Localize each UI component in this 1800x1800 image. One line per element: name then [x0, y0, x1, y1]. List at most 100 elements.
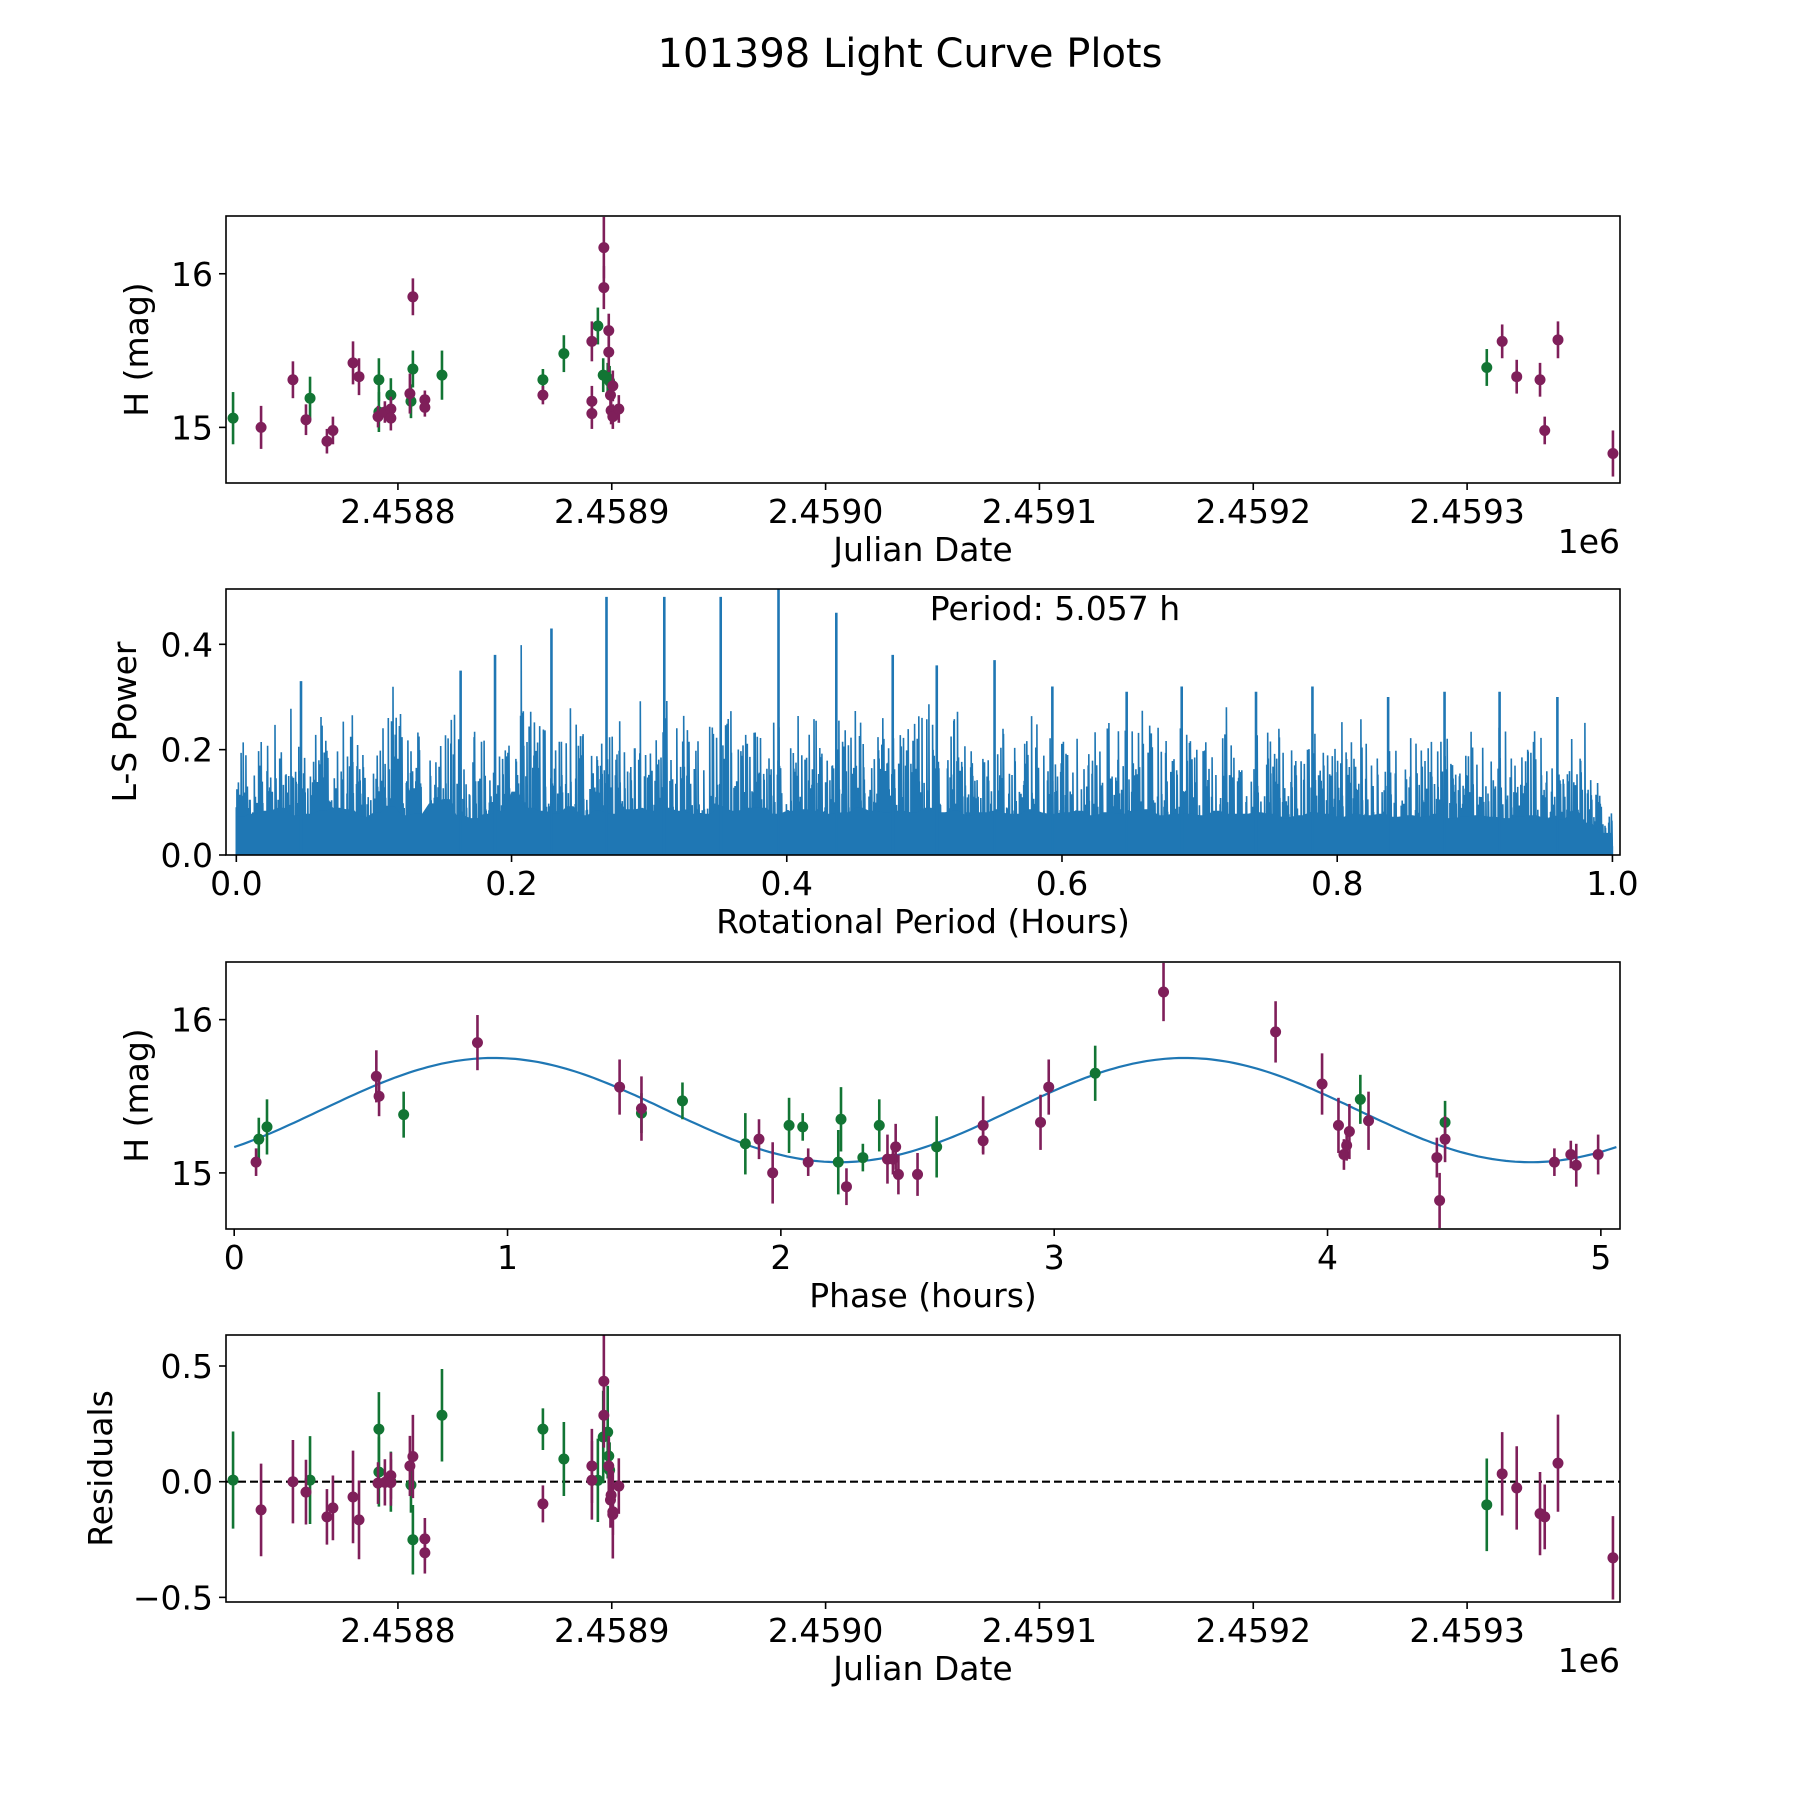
- light-curve-panel: 2.4588 2.4589 2.4590 2.4591 2.4592 2.4593 15 16…: [117, 215, 1621, 569]
- data-point: [586, 335, 598, 347]
- data-point: [1552, 1457, 1564, 1469]
- y-tick-label: 15: [171, 408, 213, 447]
- x-tick-label: 0.4: [761, 864, 813, 903]
- data-point: [783, 1119, 795, 1131]
- data-point: [1552, 334, 1564, 346]
- data-point: [614, 1081, 626, 1093]
- data-point: [471, 1037, 483, 1049]
- x-axis-label: Phase (hours): [809, 1276, 1037, 1315]
- x-tick-label: 2.4590: [768, 1611, 883, 1650]
- x-tick-label: 4: [1317, 1238, 1338, 1277]
- x-tick-label: 2.4593: [1409, 1611, 1524, 1650]
- x-tick-label: 2.4591: [982, 492, 1097, 531]
- x-tick-label: 3: [1044, 1238, 1065, 1277]
- y-axis-label: L-S Power: [105, 641, 144, 802]
- y-tick-label: 0.4: [161, 625, 213, 664]
- data-point: [558, 1453, 570, 1465]
- x-tick-label: 1: [497, 1238, 518, 1277]
- data-point: [753, 1133, 765, 1145]
- x-tick-label: 0.8: [1311, 864, 1363, 903]
- data-point: [407, 363, 419, 375]
- data-point: [537, 389, 549, 401]
- data-point: [1089, 1067, 1101, 1079]
- data-point: [1607, 1552, 1619, 1564]
- data-point: [253, 1133, 265, 1145]
- data-point: [802, 1156, 814, 1168]
- data-point: [1511, 1482, 1523, 1494]
- data-point: [890, 1141, 902, 1153]
- data-point: [607, 411, 619, 423]
- data-point: [613, 1480, 625, 1492]
- x-tick-label: 2.4593: [1409, 492, 1524, 531]
- data-point: [261, 1121, 273, 1133]
- x-tick-label: 2.4592: [1196, 1611, 1311, 1650]
- data-point: [304, 392, 316, 404]
- data-point: [537, 1423, 549, 1435]
- data-point: [321, 1511, 333, 1523]
- data-point: [586, 1474, 598, 1486]
- data-point: [1511, 371, 1523, 383]
- figure-title: 101398 Light Curve Plots: [658, 31, 1163, 77]
- data-point: [398, 1109, 410, 1121]
- data-point: [347, 357, 359, 369]
- data-point: [327, 424, 339, 436]
- x-axis-label: Julian Date: [831, 1649, 1013, 1688]
- series-filter_a: [255, 1335, 1619, 1600]
- x-offset-label: 1e6: [1558, 522, 1620, 561]
- y-tick-label: 0.0: [161, 1463, 213, 1502]
- data-point: [603, 1460, 615, 1472]
- plot-area: [233, 962, 1617, 1229]
- data-point: [603, 346, 615, 358]
- data-point: [603, 325, 615, 337]
- data-point: [598, 1375, 610, 1387]
- data-point: [607, 1506, 619, 1518]
- axes-frame: [225, 588, 1621, 856]
- plot-area: [226, 1335, 1620, 1600]
- data-point: [1316, 1078, 1328, 1090]
- x-tick-label: 2.4589: [554, 492, 669, 531]
- data-point: [1035, 1116, 1047, 1128]
- data-point: [676, 1095, 688, 1107]
- x-tick-label: 2.4588: [340, 1611, 455, 1650]
- data-point: [537, 1498, 549, 1510]
- data-point: [1481, 361, 1493, 373]
- x-tick-label: 1.0: [1586, 864, 1638, 903]
- data-point: [1354, 1093, 1366, 1105]
- data-point: [373, 374, 385, 386]
- data-point: [1343, 1126, 1355, 1138]
- data-point: [407, 1534, 419, 1546]
- data-point: [287, 374, 299, 386]
- data-point: [1431, 1152, 1443, 1164]
- data-point: [300, 1486, 312, 1498]
- data-point: [1496, 1468, 1508, 1480]
- y-tick-label: 16: [171, 255, 213, 294]
- data-point: [892, 1168, 904, 1180]
- data-point: [635, 1103, 647, 1115]
- data-point: [592, 320, 604, 332]
- data-point: [977, 1135, 989, 1147]
- data-point: [598, 242, 610, 254]
- y-tick-label: 15: [171, 1154, 213, 1193]
- data-point: [598, 1409, 610, 1421]
- data-point: [419, 401, 431, 413]
- data-point: [840, 1181, 852, 1193]
- data-point: [613, 403, 625, 415]
- data-point: [605, 1489, 617, 1501]
- data-point: [977, 1119, 989, 1131]
- data-point: [385, 412, 397, 424]
- data-point: [598, 282, 610, 294]
- data-point: [227, 412, 239, 424]
- data-point: [857, 1152, 869, 1164]
- data-point: [250, 1156, 262, 1168]
- data-point: [1607, 448, 1619, 460]
- data-point: [1592, 1149, 1604, 1161]
- data-point: [385, 389, 397, 401]
- data-point: [1539, 424, 1551, 436]
- x-tick-label: 0.6: [1036, 864, 1088, 903]
- axes-frame: [225, 1334, 1621, 1603]
- periodogram-panel: Period: 5.057 h 0.0 0.2 0.4 0.6 0.8 1.0 0.0 0.2 0…: [105, 588, 1639, 941]
- y-axis-label: Residuals: [81, 1390, 120, 1547]
- axes-frame: [225, 215, 1621, 484]
